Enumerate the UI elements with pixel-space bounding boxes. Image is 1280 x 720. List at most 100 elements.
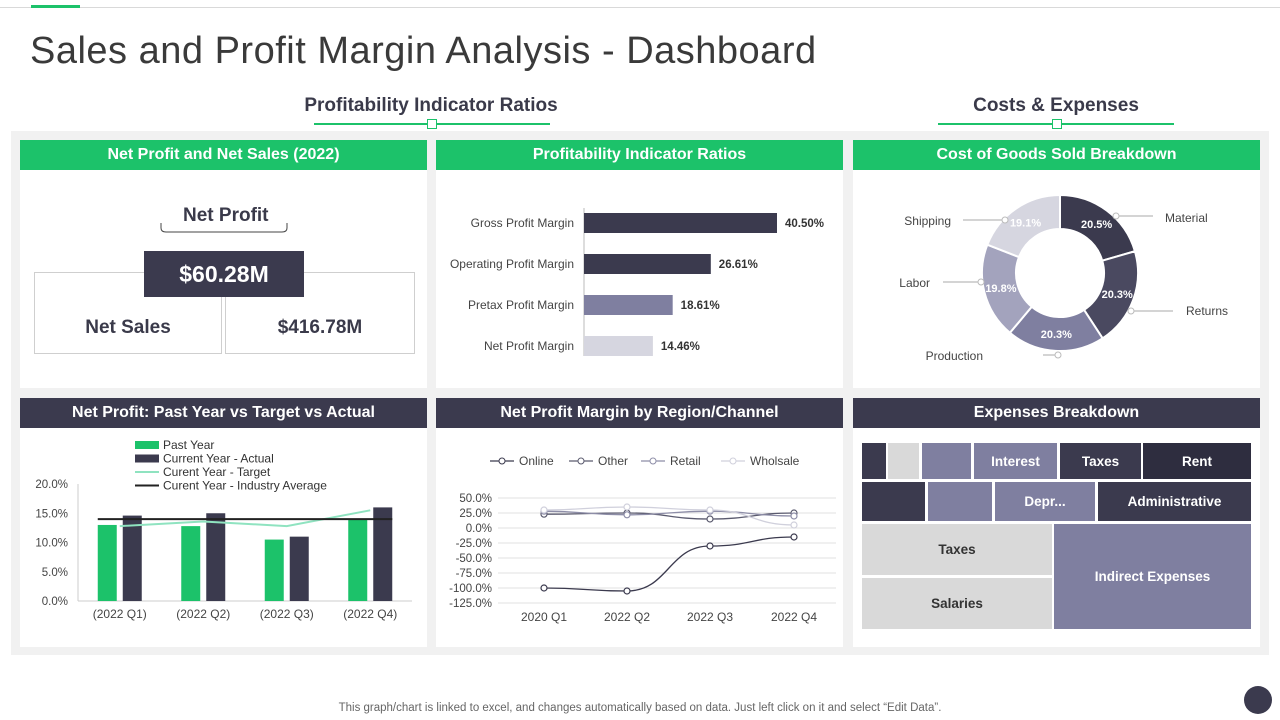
ratio-bar [584,336,653,356]
net-profit-chart: 0.0% 5.0% 10.0% 15.0% 20.0% (2022 Q1) (2022 Q2… [35,438,412,621]
ratio-value-label: 26.61% [719,259,758,271]
donut-category-label: Returns [1186,304,1228,318]
net-profit-label: Net Profit [183,205,269,226]
treemap-cell [888,443,919,479]
region-category-label: 2022 Q3 [687,610,733,624]
panel-header: Net Profit Margin by Region/Channel [436,398,843,428]
region-point [623,511,631,519]
ratio-bar [584,254,711,274]
region-legend-marker [729,457,737,465]
region-series-line [543,510,795,517]
top-accent-bar [31,5,80,8]
region-point [540,506,548,514]
cogs-donut-chart: 20.5% Material 20.3% Returns 20.3% Production… [899,193,1228,363]
np-bar [289,536,309,601]
np-ytick-label: 10.0% [35,538,68,550]
section-knob-left [427,119,437,129]
donut-slice-label: 19.1% [1010,218,1041,230]
net-profit-bracket [160,223,288,233]
treemap-cell: Salaries [862,578,1052,629]
region-point [706,542,714,550]
donut-slice-label: 20.3% [1102,289,1133,301]
treemap-cell: Depr... [995,482,1095,521]
treemap-cell [922,443,971,479]
np-legend-label: Curent Year - Target [163,465,271,479]
region-point [540,584,548,592]
region-legend-marker [577,457,585,465]
panel-net-profit-sales: Net Profit and Net Sales (2022) Net Prof… [20,140,427,388]
np-legend-swatch [135,454,159,463]
treemap-cell: Taxes [1060,443,1141,479]
region-legend-marker [498,457,506,465]
ratios-chart: Gross Profit Margin 40.50% Operating Profi… [450,208,824,356]
net-sales-label-box: Net Sales [34,272,222,354]
donut-category-label: Shipping [904,214,951,228]
donut-category-label: Material [1165,211,1208,225]
section-heading-right: Costs & Expenses [973,95,1139,116]
panel-header: Cost of Goods Sold Breakdown [853,140,1260,170]
region-point [706,515,714,523]
treemap-cell [928,482,992,521]
treemap-cell: Rent [1143,443,1251,479]
region-point [623,503,631,511]
donut-leader-dot [1001,216,1009,224]
np-category-label: (2022 Q1) [93,607,147,621]
expenses-treemap: Interest Taxes Rent Depr... Administrative Ta… [853,398,1260,647]
np-bar [348,519,368,601]
treemap-cell [862,443,886,479]
region-point [790,521,798,529]
region-legend-marker [649,457,657,465]
np-legend-swatch [135,441,159,449]
ratio-category-label: Gross Profit Margin [471,216,574,230]
net-sales-value: $416.78M [277,317,363,338]
panel-net-profit-comparison: Net Profit: Past Year vs Target vs Actua… [20,398,427,647]
np-bar [264,539,284,601]
donut-leader-dot [1127,307,1135,315]
treemap-cell: Administrative [1098,482,1251,521]
net-sales-label: Net Sales [85,317,171,338]
np-ytick-label: 15.0% [35,508,68,520]
panel-header: Profitability Indicator Ratios [436,140,843,170]
np-bar [181,526,201,601]
treemap-cell [862,482,925,521]
region-series-line [543,536,795,592]
panel-header: Expenses Breakdown [853,398,1260,428]
donut-slice-label: 20.5% [1081,219,1112,231]
page-title: Sales and Profit Margin Analysis - Dashb… [30,30,817,72]
region-ytick-label: -125.0% [449,598,492,610]
net-profit-value: $60.28M [144,251,304,297]
ratio-bar [584,295,673,315]
region-legend-label: Retail [670,454,701,468]
np-bar [206,513,226,601]
footer-note: This graph/chart is linked to excel, and… [338,702,942,714]
region-line-chart: 50.0% 25.0% 0.0% -25.0% -50.0% -75.0% -100.0% -… [449,454,836,624]
region-point [706,506,714,514]
region-ytick-label: -25.0% [456,538,492,550]
np-category-label: (2022 Q2) [176,607,230,621]
np-legend-label: Current Year - Actual [163,452,274,466]
section-heading-left: Profitability Indicator Ratios [304,95,558,116]
panel-header: Net Profit and Net Sales (2022) [20,140,427,170]
donut-leader-dot [1054,351,1062,359]
np-ytick-label: 20.0% [35,479,68,491]
region-series-line [543,506,795,526]
donut-slice-label: 20.3% [1041,329,1072,341]
region-category-label: 2022 Q2 [604,610,650,624]
region-ytick-label: 25.0% [459,508,492,520]
donut-category-label: Labor [899,276,930,290]
panel-profitability-ratios: Profitability Indicator Ratios Gross Pro… [436,140,843,388]
region-legend-label: Online [519,454,554,468]
region-ytick-label: -100.0% [449,583,492,595]
panel-region-channel: Net Profit Margin by Region/Channel 50.0… [436,398,843,647]
ratio-value-label: 18.61% [681,300,720,312]
np-bar [97,524,117,601]
region-legend-label: Other [598,454,628,468]
region-point [790,512,798,520]
region-point [790,533,798,541]
nav-circle-button[interactable] [1244,686,1272,714]
ratio-category-label: Operating Profit Margin [450,257,574,271]
donut-category-label: Production [926,349,983,363]
region-ytick-label: -50.0% [456,553,492,565]
donut-leader-dot [1112,212,1120,220]
np-ytick-label: 5.0% [42,567,68,579]
